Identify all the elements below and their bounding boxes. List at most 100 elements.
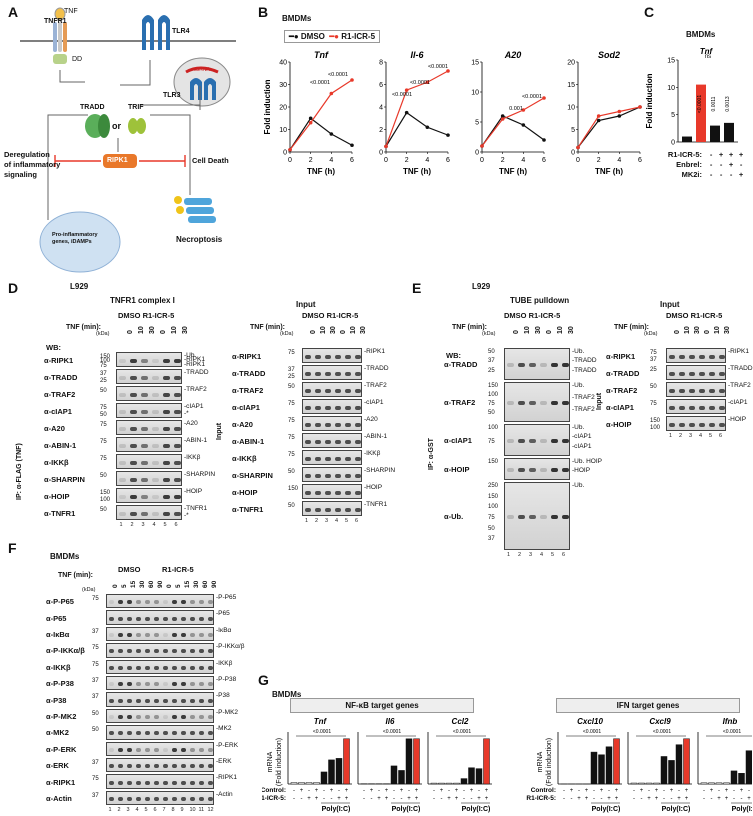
band [130, 358, 137, 363]
mw-marker: 150 [100, 354, 111, 360]
series-line [385, 111, 449, 147]
signaling-schematic [20, 7, 236, 273]
tnf-label: TNF [64, 8, 78, 15]
antibody-label: α-Actin [46, 794, 72, 803]
r1-sign: - [571, 796, 573, 802]
band [119, 494, 126, 499]
band [199, 616, 204, 621]
band [199, 649, 204, 654]
band [152, 392, 159, 397]
time-label: 0 [704, 330, 711, 334]
band [518, 515, 525, 519]
band [355, 456, 361, 461]
antibody-label: α-ABIN-1 [232, 436, 265, 446]
blot-strip [106, 659, 214, 674]
blot-strip [106, 741, 214, 756]
time-label: 0 [545, 330, 553, 334]
y-tick-label: 5 [475, 120, 479, 127]
band [163, 764, 168, 769]
mw-marker: 150 [100, 490, 111, 496]
band [145, 632, 150, 637]
mw-marker: 50 [488, 349, 495, 355]
band [154, 714, 159, 719]
band [679, 405, 685, 410]
band [181, 632, 186, 637]
mw-marker: 75 [650, 401, 657, 407]
y-tick-label: 20 [567, 60, 575, 67]
x-axis-label: TNF (h) [403, 167, 431, 176]
y-tick-label: 8 [379, 60, 383, 67]
protein-label: -TNFR1 [184, 505, 208, 512]
or-label: or [112, 121, 121, 131]
protein-label: -P-MK2 [216, 708, 239, 716]
band [163, 780, 168, 785]
ripk1-box [103, 154, 137, 168]
band [145, 747, 150, 752]
tlr4-receptor-icon [142, 15, 170, 50]
band [355, 371, 361, 376]
protein-label: -TRAF2 [572, 394, 595, 401]
protein-label: -HOIP [364, 484, 383, 491]
band [109, 731, 114, 736]
p-value: <0.0001 [383, 729, 401, 735]
treatment-groups: DMSO R1-ICR-5 [118, 311, 175, 320]
band [181, 714, 186, 719]
r1-sign: + [345, 796, 349, 802]
control-sign: - [323, 788, 325, 794]
tnfr1-label: TNFR1 [44, 18, 67, 25]
d-title2: Input [296, 300, 316, 309]
band [325, 405, 331, 410]
band [136, 665, 141, 670]
control-sign: + [315, 788, 319, 794]
p-value: <0.0001 [428, 64, 448, 70]
blot-strip [116, 437, 182, 452]
antibody-label: α-RIPK1 [232, 351, 262, 361]
band [540, 401, 547, 405]
band [325, 371, 331, 376]
mw-marker: 75 [488, 439, 495, 445]
blot-strip [116, 369, 182, 384]
data-point [288, 147, 292, 152]
r1-sign: - [733, 796, 735, 802]
band [325, 422, 331, 427]
protein-label: -TRADD [364, 365, 389, 372]
r1-sign: + [585, 796, 589, 802]
band [127, 665, 132, 670]
p-value: <0.0001 [313, 729, 331, 735]
band [345, 388, 351, 393]
band [335, 490, 341, 495]
x-tick-label: 2 [405, 157, 409, 164]
mw-marker: 37 [650, 356, 657, 363]
mw-marker: 25 [488, 367, 495, 374]
r1-sign: - [601, 796, 603, 802]
data-point [308, 120, 313, 125]
time-label: 0 [340, 330, 347, 334]
p-value: <0.0001 [697, 95, 703, 113]
time-label: 0 [512, 330, 520, 334]
bar [313, 782, 320, 785]
band [118, 698, 123, 703]
control-row-label: Control: [262, 787, 286, 794]
r1-row-label: R1-ICR-5: [262, 795, 286, 802]
r1-sign: + [655, 796, 659, 802]
protein-label: -Ub. [572, 482, 585, 489]
mw-marker: 75 [92, 661, 99, 668]
band [141, 460, 148, 465]
control-sign: - [718, 788, 720, 794]
deregulation-label: Deregulation of inflammatory signaling [4, 150, 61, 179]
antibody-label: α-TRADD [232, 368, 266, 378]
control-sign: - [433, 788, 435, 794]
blot-strip [666, 416, 726, 431]
band [540, 468, 547, 472]
blot-strip [116, 403, 182, 418]
antibody-label: α-TNFR1 [232, 504, 264, 514]
necroptosis-label: Necroptosis [176, 235, 223, 244]
band [181, 780, 186, 785]
band [136, 600, 141, 605]
antibody-label: α-cIAP1 [606, 402, 634, 412]
mw-marker: 50 [100, 411, 107, 418]
band [199, 665, 204, 670]
line-chart-1: Il-6 0 2 4 6 8 0 2 4 6 TNF (h) [379, 50, 450, 176]
band [355, 354, 361, 359]
band [190, 616, 195, 621]
